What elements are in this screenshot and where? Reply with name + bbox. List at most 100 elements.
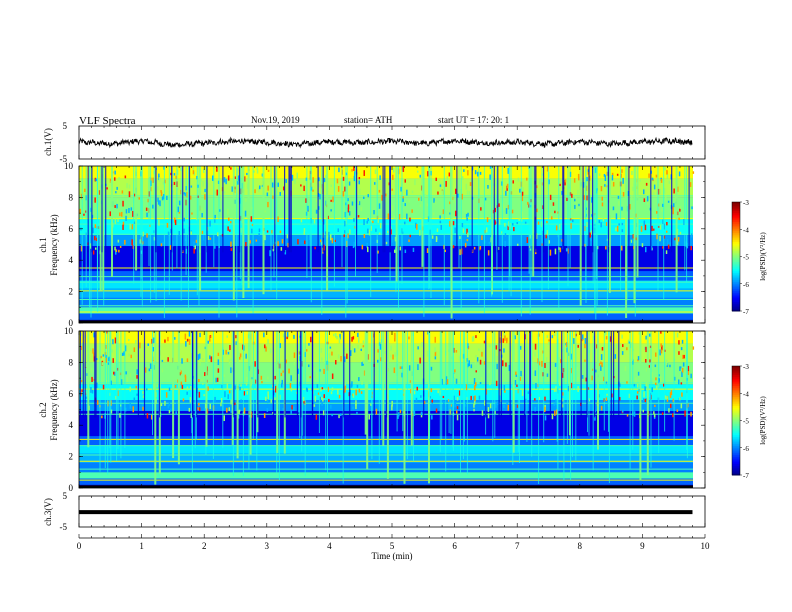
spectrogram-speckle: [315, 199, 318, 203]
spectrogram-gap: [79, 331, 81, 418]
colorbar-segment: [732, 265, 740, 268]
spectrogram-speckle: [521, 369, 524, 376]
spectrogram-speckle: [559, 381, 561, 386]
spectrogram-speckle: [375, 228, 377, 232]
spectrogram-speckle: [659, 224, 662, 230]
spectrogram-speckle: [546, 220, 548, 224]
spectrogram-speckle: [116, 186, 118, 190]
spectrogram-speckle: [243, 391, 245, 396]
spectrogram-speckle: [115, 249, 118, 253]
spectrogram-speckle: [94, 177, 97, 182]
spectrogram-speckle: [534, 343, 537, 350]
spectrogram-gap: [284, 166, 286, 253]
spectrogram-speckle: [312, 400, 315, 404]
spectrogram-speckle: [258, 186, 260, 193]
spectrogram-speckle: [267, 185, 269, 191]
spectrogram-speckle: [122, 200, 124, 207]
spectrogram-speckle: [242, 344, 244, 350]
spectrogram-sferic: [213, 166, 215, 268]
colorbar-segment: [732, 205, 740, 208]
spectrogram-speckle: [689, 182, 692, 187]
spectrogram-sferic: [686, 166, 688, 284]
time-axis-tick-label: 1: [139, 541, 144, 551]
spectrogram-sferic: [276, 166, 278, 299]
spectrogram-gap: [158, 331, 160, 418]
spectrogram-speckle: [178, 207, 181, 212]
colorbar-segment: [732, 380, 740, 383]
spectrogram-speckle: [286, 336, 288, 340]
spectrogram-speckle: [522, 187, 524, 192]
colorbar-segment: [732, 214, 740, 218]
spectrogram-speckle: [353, 218, 355, 222]
colorbar-segment: [732, 427, 740, 431]
spectrogram-speckle: [394, 332, 396, 339]
spectrogram-speckle: [564, 180, 566, 186]
spectrogram-speckle: [678, 340, 680, 345]
spectrogram-sferic: [566, 331, 568, 444]
spectrogram-speckle: [226, 407, 228, 413]
spectrogram-speckle: [277, 216, 279, 223]
spectrogram-gap: [529, 331, 531, 418]
spectrogram-speckle: [320, 239, 322, 243]
spectrogram-speckle: [605, 397, 608, 401]
spectrogram-speckle: [474, 170, 477, 175]
spectrogram-speckle: [686, 242, 689, 249]
spectrogram-speckle: [683, 349, 685, 352]
spectrogram-speckle: [173, 181, 176, 185]
spectrogram-speckle: [645, 246, 647, 253]
spectrogram-speckle: [209, 335, 211, 342]
spectrogram-speckle: [666, 230, 668, 233]
spectrogram-speckle: [659, 235, 661, 242]
spectrogram-gap: [289, 166, 291, 253]
spectrogram-speckle: [548, 339, 550, 342]
colorbar-label: log(PSD)(V²/Hz): [759, 232, 767, 281]
spectrogram-speckle: [207, 386, 209, 392]
spectrogram-speckle: [483, 361, 486, 365]
spectrogram-speckle: [680, 403, 683, 409]
spectrogram-speckle: [561, 239, 563, 242]
spectrogram-speckle: [330, 199, 332, 202]
spectrogram-speckle: [498, 219, 501, 225]
spectrogram-speckle: [169, 245, 172, 250]
spectrogram-speckle: [259, 185, 261, 190]
spectrogram-sferic: [608, 166, 611, 293]
spectrogram-speckle: [544, 415, 547, 421]
spectrogram-sferic: [629, 331, 631, 469]
spectrogram-speckle: [423, 400, 426, 405]
spectrogram-speckle: [411, 209, 413, 213]
spectrogram-speckle: [167, 404, 170, 409]
spectrogram-speckle: [126, 183, 128, 189]
spectrogram-speckle: [462, 228, 465, 234]
spectrogram-speckle: [288, 368, 290, 374]
colorbar-tick-label: -5: [743, 254, 749, 262]
spectrogram-speckle: [637, 371, 640, 376]
spectrogram-sferic: [102, 166, 105, 291]
spectrogram-speckle: [204, 194, 206, 200]
spectrogram-speckle: [342, 190, 345, 197]
spectrogram-speckle: [358, 337, 360, 343]
spectrogram-speckle: [275, 371, 277, 376]
spectrogram-speckle: [434, 347, 436, 353]
spectrogram-gap: [317, 166, 319, 253]
spectrogram-sferic: [141, 166, 143, 307]
spectrogram-speckle: [203, 169, 205, 173]
spectrogram-speckle: [93, 352, 95, 357]
spectrogram-speckle: [622, 409, 624, 413]
spectrogram-speckle: [277, 182, 279, 187]
spectrogram-speckle: [584, 338, 587, 344]
spectrogram-speckle: [516, 404, 519, 408]
spectrogram-speckle: [331, 237, 334, 244]
spectrogram-speckle: [347, 380, 350, 385]
spectrogram-speckle: [145, 207, 148, 211]
spectrogram-speckle: [594, 415, 596, 421]
spectrogram-speckle: [677, 237, 680, 242]
spectrogram-speckle: [228, 390, 231, 394]
spectrogram-speckle: [679, 206, 682, 209]
spectrogram-band: [79, 271, 693, 281]
spectrogram-speckle: [545, 234, 547, 239]
colorbar-segment: [732, 278, 740, 281]
spectrogram-speckle: [282, 408, 284, 411]
y-tick-label: 4: [69, 255, 74, 265]
spectrogram-sferic: [595, 166, 597, 320]
spectrogram-speckle: [202, 358, 204, 361]
